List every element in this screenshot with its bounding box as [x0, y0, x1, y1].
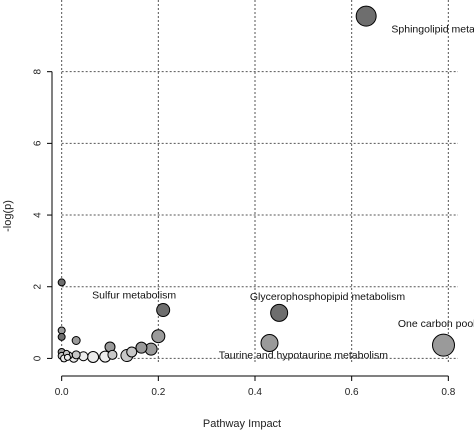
data-point	[432, 333, 455, 357]
pathway-label: Taurine and hypotaurine metabolism	[219, 349, 389, 361]
data-point	[260, 334, 279, 353]
data-point	[270, 303, 289, 322]
x-axis-title: Pathway Impact	[203, 418, 281, 430]
data-point	[156, 303, 171, 318]
pathway-label: Sphingolipid metabolism	[391, 23, 474, 35]
pathway-label: One carbon pool by floate	[398, 318, 474, 330]
y-tick-label: 4	[33, 212, 44, 218]
x-tick-label: 0.0	[55, 387, 69, 398]
y-tick-label: 2	[33, 284, 44, 290]
y-tick-label: 6	[33, 140, 44, 146]
y-axis-ticks: 0 2 4 6 8	[33, 68, 52, 361]
pathway-label: Sulfur metabolism	[92, 290, 176, 302]
data-point	[126, 346, 138, 358]
data-point	[107, 349, 118, 360]
data-point	[57, 326, 66, 335]
grid-lines	[61, 0, 458, 362]
data-point	[57, 278, 66, 287]
data-point	[87, 350, 100, 363]
x-axis-ticks: 0.0 0.2 0.4 0.6 0.8	[55, 376, 456, 398]
x-tick-label: 0.2	[151, 387, 165, 398]
data-point	[63, 353, 71, 361]
data-point	[71, 335, 81, 345]
data-point	[71, 350, 81, 360]
y-tick-label: 8	[33, 68, 44, 74]
data-point	[355, 5, 377, 27]
pathway-label: Glycerophosphopipid metabolism	[250, 291, 406, 303]
y-tick-label: 0	[33, 355, 44, 361]
data-point	[151, 329, 166, 344]
y-axis-title: -log(p)	[2, 200, 14, 232]
x-tick-label: 0.4	[248, 387, 262, 398]
data-point	[135, 341, 148, 354]
x-tick-label: 0.8	[441, 387, 455, 398]
data-point	[57, 332, 66, 341]
pathway-labels: Sphingolipid metabolism Sulfur metabolism…	[92, 23, 474, 361]
data-points	[57, 5, 455, 363]
x-tick-label: 0.6	[345, 387, 359, 398]
